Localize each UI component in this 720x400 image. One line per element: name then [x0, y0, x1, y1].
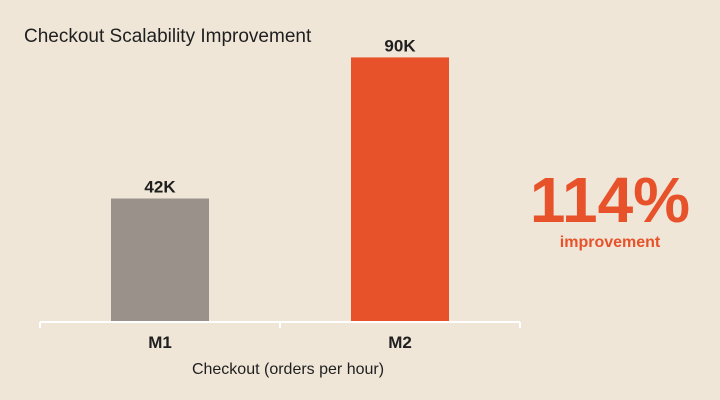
chart-title: Checkout Scalability Improvement — [24, 26, 312, 47]
improvement-percent: 114% — [529, 164, 691, 236]
bar-value-label: 42K — [144, 178, 176, 197]
category-label: M2 — [388, 333, 412, 352]
bar-m2 — [351, 57, 449, 323]
bars-layer — [111, 57, 449, 323]
bar-value-label: 90K — [384, 36, 416, 55]
x-axis-title: Checkout (orders per hour) — [192, 361, 384, 378]
x-axis — [39, 321, 521, 328]
labels-layer: 42K M1 90K M2 — [144, 36, 416, 352]
improvement-label: improvement — [559, 234, 661, 251]
bar-m1 — [111, 198, 209, 322]
improvement-callout: 114% improvement — [520, 166, 700, 252]
category-label: M1 — [148, 333, 172, 352]
